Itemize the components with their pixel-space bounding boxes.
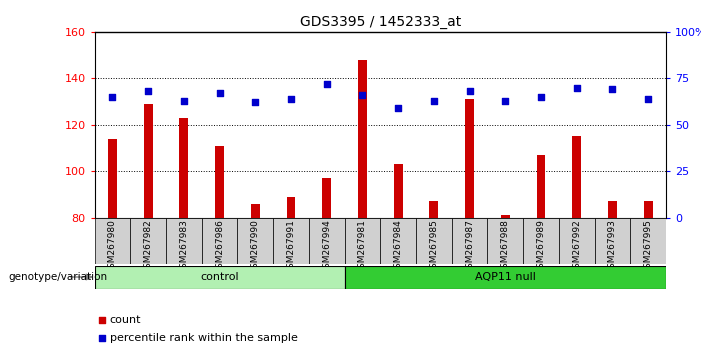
Text: GSM267989: GSM267989 — [536, 219, 545, 274]
Text: GSM267985: GSM267985 — [429, 219, 438, 274]
Bar — [309, 218, 345, 264]
Text: AQP11 null: AQP11 null — [475, 272, 536, 282]
Text: GSM267986: GSM267986 — [215, 219, 224, 274]
Point — [464, 88, 475, 94]
Text: GSM267993: GSM267993 — [608, 219, 617, 274]
Text: GSM267992: GSM267992 — [572, 219, 581, 274]
Bar — [380, 218, 416, 264]
Bar — [130, 218, 166, 264]
Bar — [523, 218, 559, 264]
Text: GSM267990: GSM267990 — [251, 219, 260, 274]
Text: GSM267987: GSM267987 — [465, 219, 474, 274]
Bar — [251, 204, 260, 218]
Text: genotype/variation: genotype/variation — [8, 272, 107, 282]
Point — [500, 98, 511, 103]
Point — [643, 96, 654, 102]
Point — [214, 90, 225, 96]
Point — [607, 87, 618, 92]
Bar — [559, 218, 594, 264]
Text: GSM267983: GSM267983 — [179, 219, 189, 274]
Point — [178, 98, 189, 103]
Bar — [572, 136, 581, 218]
Bar — [608, 201, 617, 218]
Bar — [108, 139, 117, 218]
Point — [285, 96, 297, 102]
Bar — [95, 266, 345, 289]
Text: GSM267982: GSM267982 — [144, 219, 153, 274]
Bar — [630, 218, 666, 264]
Point — [107, 94, 118, 100]
Text: percentile rank within the sample: percentile rank within the sample — [109, 333, 297, 343]
Bar — [215, 146, 224, 218]
Point — [428, 98, 440, 103]
Text: GSM267981: GSM267981 — [358, 219, 367, 274]
Point — [357, 92, 368, 98]
Point — [439, 85, 450, 91]
Bar — [451, 218, 487, 264]
Bar — [273, 218, 309, 264]
Bar — [430, 201, 438, 218]
Bar — [179, 118, 189, 218]
Bar — [501, 215, 510, 218]
Text: GSM267980: GSM267980 — [108, 219, 117, 274]
Bar — [322, 178, 331, 218]
Bar — [487, 218, 523, 264]
Text: control: control — [200, 272, 239, 282]
Bar — [536, 155, 545, 218]
Bar — [345, 266, 666, 289]
Text: GSM267995: GSM267995 — [644, 219, 653, 274]
Bar — [287, 197, 296, 218]
Text: count: count — [109, 315, 141, 325]
Bar — [238, 218, 273, 264]
Bar — [345, 218, 380, 264]
Bar — [95, 218, 130, 264]
Bar — [416, 218, 451, 264]
Text: GSM267984: GSM267984 — [394, 219, 402, 274]
Bar — [166, 218, 202, 264]
Point — [536, 94, 547, 100]
Text: GSM267991: GSM267991 — [287, 219, 296, 274]
Bar — [144, 104, 153, 218]
Bar — [394, 164, 402, 218]
Text: GSM267994: GSM267994 — [322, 219, 332, 274]
Bar — [202, 218, 238, 264]
Point — [439, 246, 450, 252]
Bar — [644, 201, 653, 218]
Point — [250, 100, 261, 105]
Text: GSM267988: GSM267988 — [501, 219, 510, 274]
Point — [571, 85, 583, 91]
Point — [393, 105, 404, 111]
Bar — [594, 218, 630, 264]
Point — [142, 88, 154, 94]
Bar — [358, 60, 367, 218]
Bar — [465, 99, 474, 218]
Title: GDS3395 / 1452333_at: GDS3395 / 1452333_at — [299, 16, 461, 29]
Point — [321, 81, 332, 87]
